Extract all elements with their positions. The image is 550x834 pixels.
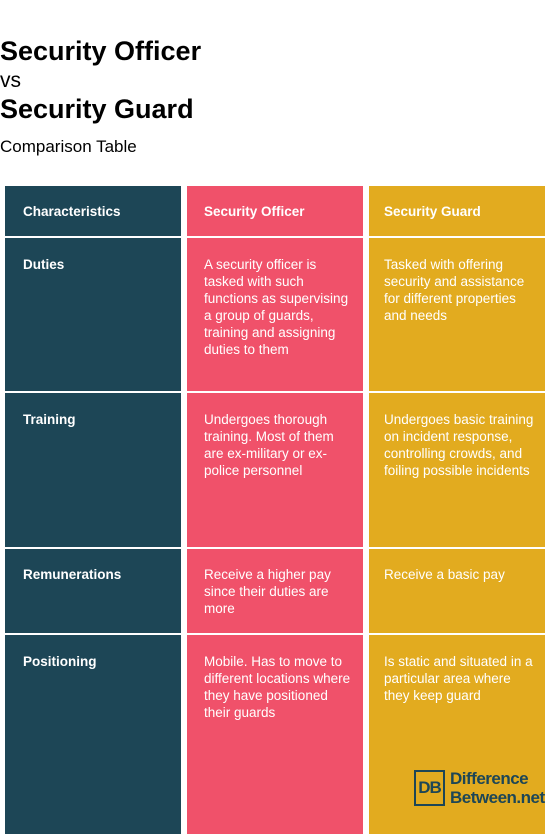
officer-positioning: Mobile. Has to move to different locatio… — [204, 654, 351, 720]
subtitle: Comparison Table — [0, 137, 137, 156]
title-line2: Security Guard — [0, 94, 194, 124]
row-divider — [5, 391, 545, 393]
guard-column — [369, 186, 545, 834]
title-line1: Security Officer — [0, 36, 202, 66]
difference-between-logo: DB Difference Between.net — [414, 769, 545, 809]
header-characteristics: Characteristics — [23, 204, 121, 219]
guard-positioning: Is static and situated in a particular a… — [384, 654, 533, 703]
officer-remunerations: Receive a higher pay since their duties … — [204, 567, 331, 616]
logo-line2: Between.net — [450, 788, 545, 807]
row-label-remunerations: Remunerations — [23, 567, 122, 582]
row-divider — [5, 547, 545, 549]
officer-column — [187, 186, 363, 834]
header-security-guard: Security Guard — [384, 204, 481, 219]
row-label-duties: Duties — [23, 257, 65, 272]
guard-duties: Tasked with offering security and assist… — [384, 257, 525, 323]
guard-training: Undergoes basic training on incident res… — [384, 412, 534, 478]
logo-mark: DB — [414, 770, 445, 806]
guard-remunerations: Receive a basic pay — [384, 567, 505, 582]
logo-line1: Difference — [450, 769, 529, 788]
row-label-positioning: Positioning — [23, 654, 97, 669]
row-label-training: Training — [23, 412, 76, 427]
characteristics-column — [5, 186, 181, 834]
officer-duties: A security officer is tasked with such f… — [204, 257, 349, 357]
officer-training: Undergoes thorough training. Most of the… — [204, 412, 334, 478]
row-divider — [5, 633, 545, 635]
vs-text: vs — [0, 69, 21, 92]
row-divider — [5, 236, 545, 238]
header-security-officer: Security Officer — [204, 204, 305, 219]
